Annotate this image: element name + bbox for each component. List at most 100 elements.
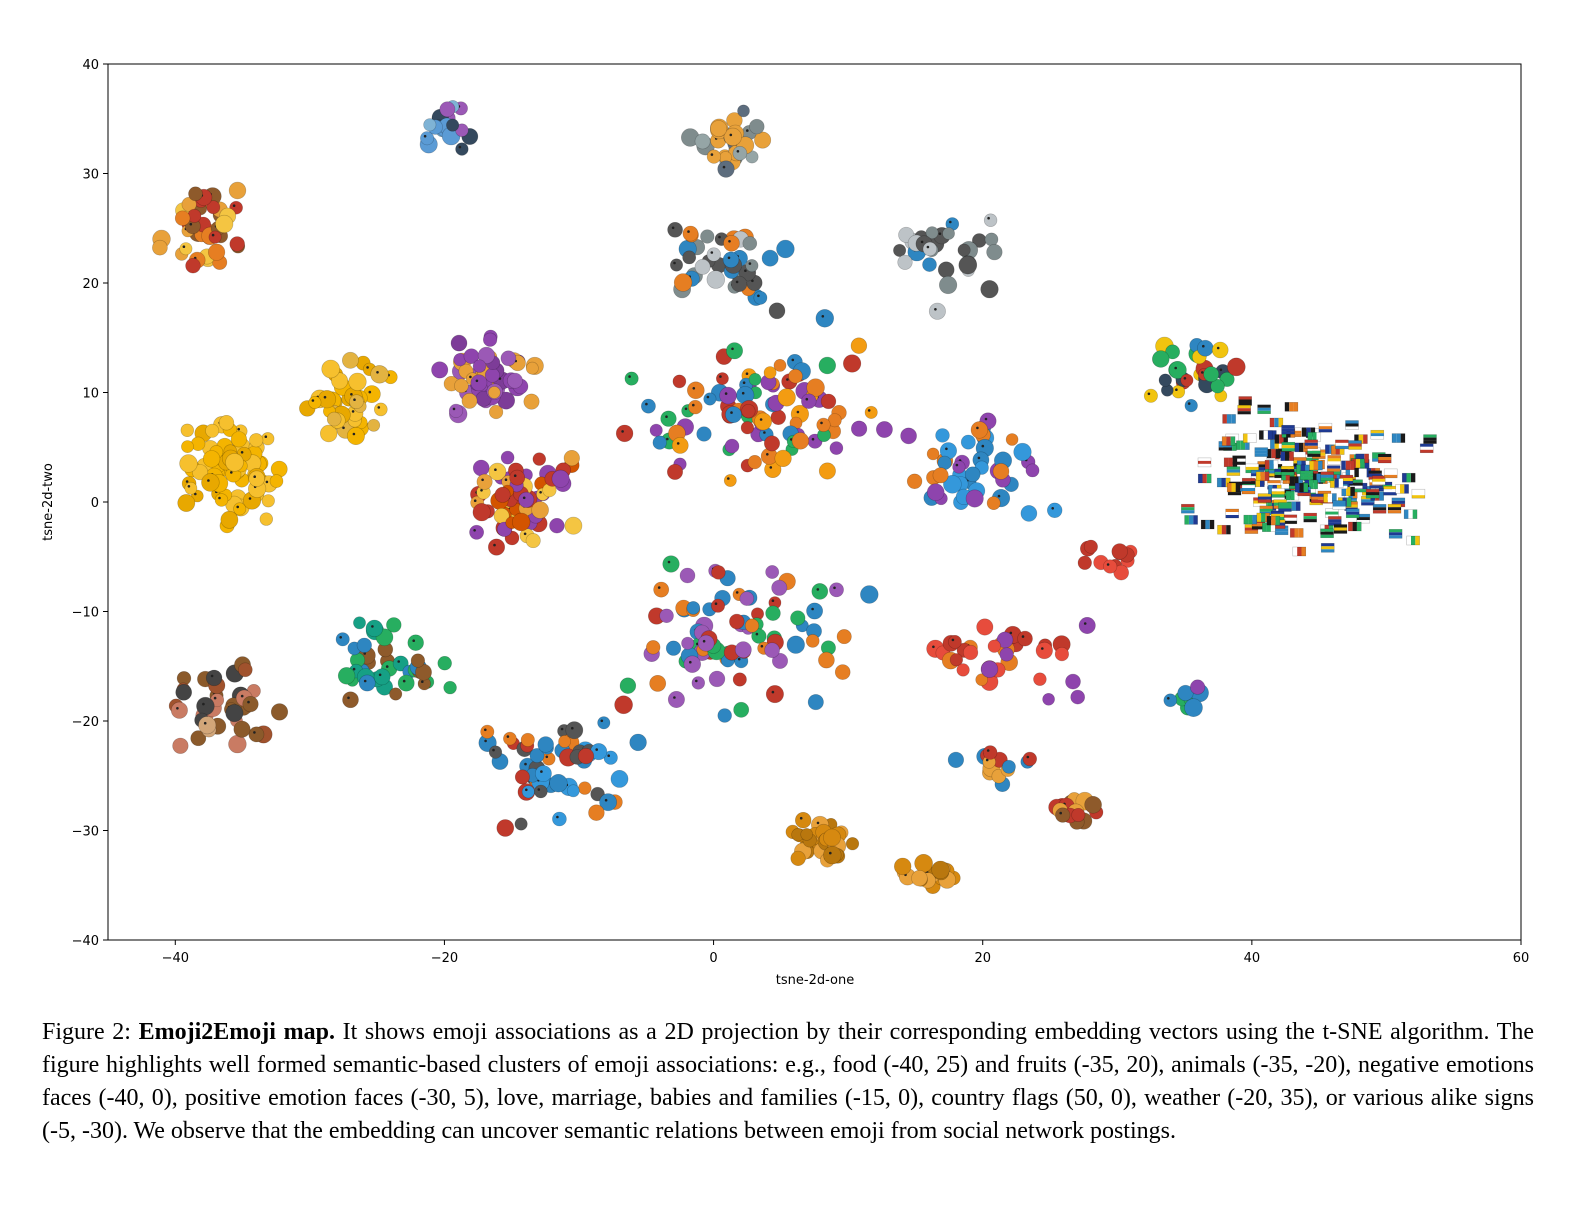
flag-emoji-point [1257, 493, 1272, 503]
emoji-point [507, 372, 523, 389]
flag-emoji-stripe [1275, 449, 1281, 459]
emoji-point [1071, 807, 1086, 822]
emoji-point [788, 368, 803, 384]
flag-emoji-stripe [1281, 471, 1286, 481]
flag-emoji-stripe [1404, 484, 1409, 494]
flag-emoji-point [1278, 502, 1292, 512]
flag-emoji-point [1281, 424, 1295, 435]
emoji-point [983, 213, 998, 227]
flag-emoji-point [1304, 439, 1318, 450]
emoji-point [729, 613, 745, 630]
emoji-point [184, 481, 198, 495]
emoji-point [218, 415, 235, 431]
emoji-point [842, 354, 862, 373]
emoji-point [938, 275, 958, 295]
emoji-point-detail [628, 375, 631, 378]
flag-emoji-stripe [1339, 478, 1353, 482]
emoji-point [706, 247, 721, 262]
emoji-point-detail [742, 381, 746, 385]
flag-emoji-point [1274, 434, 1289, 444]
emoji-point [932, 467, 949, 484]
emoji-point-detail [727, 477, 730, 480]
flag-emoji-stripe [1378, 457, 1392, 460]
emoji-point [152, 239, 168, 256]
flag-emoji-stripe [1356, 514, 1370, 518]
flag-emoji-stripe [1205, 520, 1210, 529]
flag-emoji-point [1406, 535, 1420, 546]
emoji-point-detail [311, 399, 315, 402]
emoji-point-detail [1041, 647, 1044, 650]
emoji-point [437, 655, 452, 671]
flag-emoji-point [1329, 478, 1344, 488]
flag-emoji-stripe [1290, 471, 1295, 481]
emoji-point-detail [867, 409, 871, 412]
flag-emoji-stripe [1310, 427, 1316, 437]
flag-emoji-stripe [1320, 531, 1334, 535]
flag-emoji-stripe [1281, 469, 1295, 473]
emoji-point [725, 406, 742, 424]
flag-emoji-stripe [1312, 473, 1317, 483]
flag-emoji-stripe [1346, 511, 1360, 515]
flag-emoji-point [1284, 402, 1299, 412]
emoji-point [201, 473, 220, 492]
emoji-point-detail [371, 625, 374, 628]
caption-text: It shows emoji associations as a 2D proj… [42, 1019, 1534, 1144]
emoji-point [1017, 630, 1033, 647]
flag-emoji-stripe [1354, 434, 1359, 444]
flag-emoji-stripe [1297, 492, 1311, 496]
emoji-point-detail [342, 426, 345, 430]
emoji-point [206, 200, 221, 215]
emoji-point [742, 236, 758, 251]
emoji-point-detail [363, 652, 367, 655]
emoji-point [1211, 341, 1229, 359]
flag-emoji-stripe [1388, 507, 1401, 511]
flag-emoji-stripe [1300, 464, 1306, 474]
emoji-point [850, 420, 868, 437]
emoji-point-detail [751, 279, 754, 283]
flag-emoji-stripe [1264, 471, 1270, 481]
emoji-point [740, 421, 755, 435]
emoji-point [1152, 350, 1170, 368]
flag-emoji-point [1266, 515, 1281, 526]
emoji-point [551, 469, 570, 488]
emoji-point-detail [665, 415, 668, 419]
emoji-point [373, 668, 391, 686]
emoji-point-detail [735, 280, 739, 284]
emoji-point [996, 631, 1014, 649]
flag-emoji-stripe [1341, 486, 1347, 496]
emoji-point-detail [728, 240, 731, 243]
flag-emoji-point [1299, 470, 1314, 481]
emoji-point [1113, 564, 1129, 581]
flag-emoji-stripe [1339, 481, 1353, 485]
emoji-point [1046, 502, 1063, 518]
emoji-point [214, 493, 229, 507]
flag-emoji-point [1225, 508, 1239, 519]
flag-emoji-stripe [1349, 479, 1363, 483]
emoji-point-detail [1216, 346, 1220, 350]
emoji-point-detail [673, 261, 676, 265]
flag-emoji-stripe [1274, 418, 1279, 427]
emoji-point-detail [714, 602, 718, 605]
emoji-point [774, 449, 792, 468]
emoji-point [610, 770, 629, 788]
emoji-point [1227, 357, 1246, 377]
emoji-point [911, 869, 928, 887]
emoji-point [816, 417, 831, 433]
emoji-point [1171, 385, 1186, 399]
flag-emoji-stripe [1312, 455, 1326, 459]
emoji-point [733, 701, 750, 718]
emoji-point [732, 146, 748, 161]
flag-emoji-stripe [1272, 525, 1286, 529]
emoji-point-detail [545, 755, 549, 759]
flag-emoji-stripe [1283, 434, 1288, 444]
emoji-point-detail [185, 480, 189, 483]
emoji-point-detail [368, 390, 372, 394]
flag-emoji-stripe [1254, 447, 1268, 451]
emoji-point [681, 636, 695, 650]
emoji-point [469, 524, 484, 540]
emoji-point [341, 351, 359, 369]
flag-emoji-stripe [1271, 449, 1276, 459]
emoji-point [805, 634, 820, 648]
flag-emoji-point [1226, 466, 1241, 476]
emoji-point [928, 302, 946, 320]
